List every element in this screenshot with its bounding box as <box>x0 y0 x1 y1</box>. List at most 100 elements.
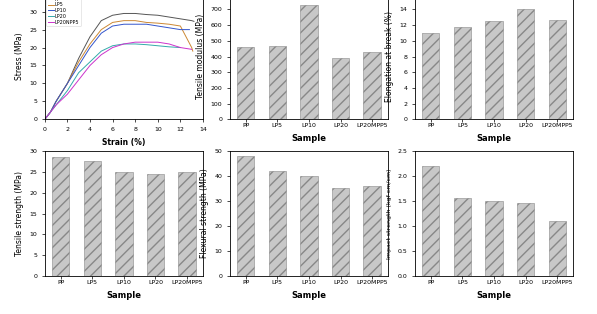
LP10 <box>98 31 105 35</box>
PP <box>53 100 60 103</box>
LP5 <box>143 20 150 24</box>
Bar <box>237 156 254 276</box>
LP20NPP5 <box>47 110 54 114</box>
LP20NPP5 <box>120 42 128 46</box>
LP10 <box>143 22 150 26</box>
Bar <box>52 157 69 276</box>
PP <box>188 19 195 23</box>
Legend: PP, LP5, LP10, LP20, LP20NPP5: PP, LP5, LP10, LP20, LP20NPP5 <box>46 0 81 26</box>
X-axis label: Sample: Sample <box>476 134 512 143</box>
LP5 <box>131 19 139 23</box>
LP20 <box>154 44 161 48</box>
LP20NPP5 <box>188 47 195 51</box>
Y-axis label: Impact strength (kgf·cm/cm): Impact strength (kgf·cm/cm) <box>387 168 392 259</box>
X-axis label: Sample: Sample <box>291 291 327 300</box>
PP <box>177 17 184 21</box>
LP10 <box>64 82 71 85</box>
PP <box>75 57 82 60</box>
LP5 <box>87 42 94 46</box>
LP20 <box>98 49 105 53</box>
LP20 <box>177 46 184 49</box>
Bar <box>422 166 439 276</box>
PP <box>87 35 94 39</box>
LP20NPP5 <box>131 40 139 44</box>
Bar <box>549 221 566 276</box>
LP20 <box>143 43 150 46</box>
Y-axis label: Flexural strength (MPa): Flexural strength (MPa) <box>200 169 209 258</box>
LP20NPP5 <box>75 78 82 82</box>
LP10 <box>53 100 60 103</box>
LP20 <box>41 117 48 121</box>
PP <box>165 15 173 19</box>
Line: PP: PP <box>45 14 194 119</box>
LP5 <box>47 110 54 114</box>
Bar <box>517 203 534 276</box>
LP10 <box>131 22 139 26</box>
Bar <box>364 52 381 119</box>
LP20NPP5 <box>98 53 105 57</box>
Bar <box>332 188 349 276</box>
LP20 <box>64 89 71 93</box>
Line: LP10: LP10 <box>45 24 189 119</box>
LP20 <box>165 45 173 49</box>
LP20NPP5 <box>87 64 94 68</box>
PP <box>154 14 161 17</box>
PP <box>131 12 139 15</box>
LP10 <box>165 26 173 30</box>
Bar <box>147 174 164 276</box>
LP20NPP5 <box>53 103 60 107</box>
LP5 <box>120 19 128 23</box>
LP20 <box>87 60 94 64</box>
LP20 <box>53 103 60 107</box>
LP5 <box>41 117 48 121</box>
LP20 <box>109 44 116 48</box>
Bar <box>454 198 471 276</box>
LP20 <box>131 42 139 46</box>
LP5 <box>189 49 196 53</box>
PP <box>143 13 150 16</box>
LP10 <box>109 24 116 28</box>
Y-axis label: Tensile modulus (MPa): Tensile modulus (MPa) <box>196 14 205 99</box>
Bar <box>485 21 503 119</box>
Bar <box>269 46 286 119</box>
LP5 <box>177 24 184 28</box>
LP5 <box>98 28 105 31</box>
Bar <box>517 9 534 119</box>
LP10 <box>41 117 48 121</box>
Line: LP5: LP5 <box>45 21 193 119</box>
LP5 <box>165 22 173 26</box>
LP20 <box>75 71 82 74</box>
Bar <box>179 172 196 276</box>
PP <box>47 110 54 114</box>
LP10 <box>186 28 193 31</box>
Bar <box>237 47 254 119</box>
LP20NPP5 <box>109 46 116 49</box>
Bar <box>422 33 439 119</box>
Bar <box>332 58 349 119</box>
Bar <box>269 171 286 276</box>
LP20 <box>120 42 128 46</box>
Bar <box>300 176 318 276</box>
PP <box>109 14 116 17</box>
Bar <box>549 19 566 119</box>
Bar <box>454 27 471 119</box>
LP5 <box>154 21 161 25</box>
LP20NPP5 <box>165 42 173 46</box>
LP20NPP5 <box>64 92 71 96</box>
LP5 <box>64 82 71 85</box>
LP20NPP5 <box>41 117 48 121</box>
X-axis label: Sample: Sample <box>291 134 327 143</box>
PP <box>98 19 105 23</box>
LP20NPP5 <box>154 40 161 44</box>
LP20 <box>47 110 54 114</box>
PP <box>64 82 71 85</box>
X-axis label: Sample: Sample <box>106 291 141 300</box>
PP <box>120 12 128 15</box>
LP10 <box>120 22 128 26</box>
LP20NPP5 <box>143 40 150 44</box>
LP5 <box>75 60 82 64</box>
X-axis label: Strain (%): Strain (%) <box>102 138 146 147</box>
PP <box>41 117 48 121</box>
Line: LP20: LP20 <box>45 44 180 119</box>
Bar <box>485 201 503 276</box>
